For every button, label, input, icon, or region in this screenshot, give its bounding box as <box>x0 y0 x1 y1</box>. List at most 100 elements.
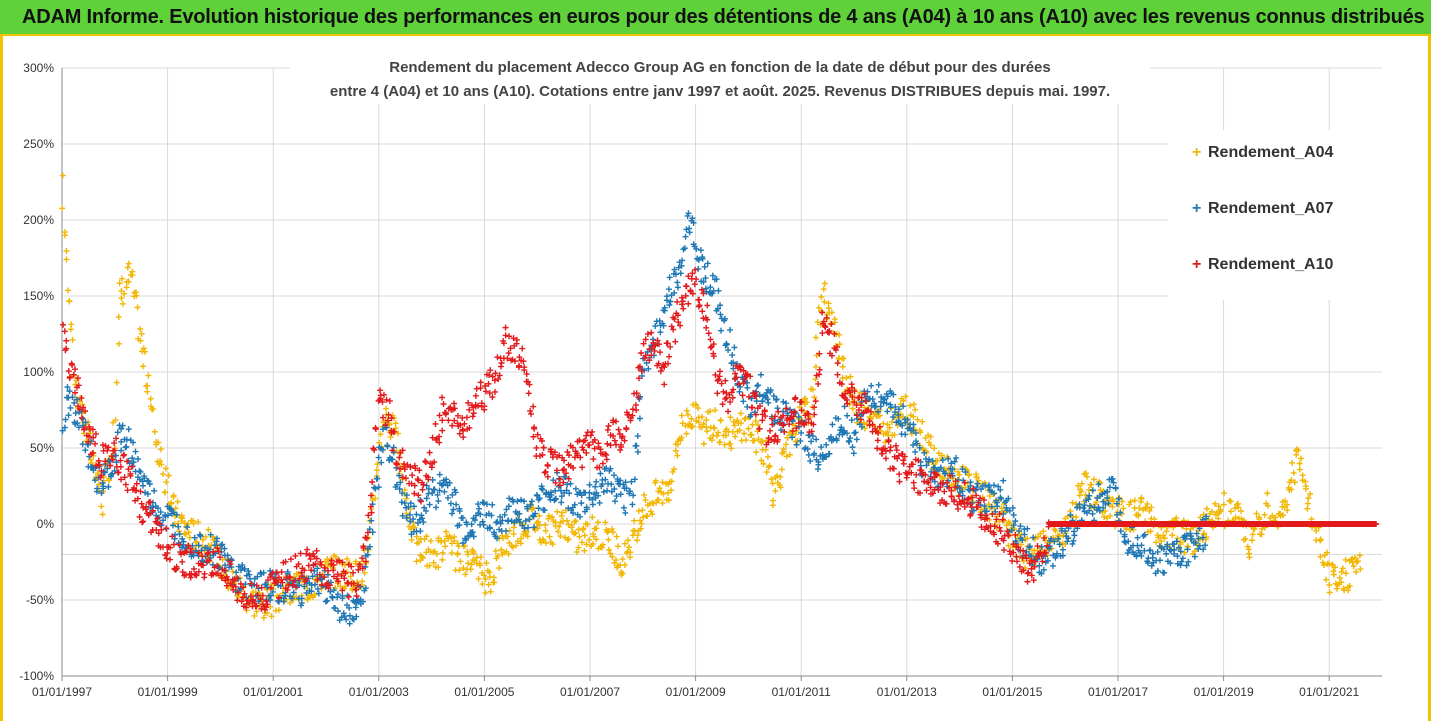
data-point-a10 <box>355 566 362 573</box>
data-point-a10 <box>465 399 472 406</box>
data-point-a10 <box>657 368 664 375</box>
data-point-a04 <box>1001 517 1008 524</box>
data-point-a10 <box>667 343 674 350</box>
data-point-a04 <box>586 536 593 543</box>
data-point-a10 <box>890 465 897 472</box>
data-point-a04 <box>605 546 612 553</box>
data-point-a04 <box>1163 528 1170 535</box>
data-point-a04 <box>411 524 418 531</box>
data-point-a07 <box>1009 504 1016 511</box>
data-point-a07 <box>312 581 319 588</box>
data-point-a07 <box>744 384 751 391</box>
data-point-a07 <box>567 480 574 487</box>
data-point-a07 <box>528 498 535 505</box>
data-point-a04 <box>728 445 735 452</box>
data-point-a04 <box>812 363 819 370</box>
data-point-a07 <box>721 315 728 322</box>
data-point-a07 <box>488 512 495 519</box>
data-point-a04 <box>1136 505 1143 512</box>
data-point-a10 <box>423 459 430 466</box>
data-point-a07 <box>165 512 172 519</box>
data-point-a04 <box>758 457 765 464</box>
data-point-a04 <box>1035 533 1042 540</box>
data-point-a07 <box>703 288 710 295</box>
data-point-a07 <box>823 453 830 460</box>
data-point-a04 <box>1330 571 1337 578</box>
data-point-a07 <box>82 419 89 426</box>
data-point-a04 <box>764 453 771 460</box>
data-point-a04 <box>1107 512 1114 519</box>
data-point-a07 <box>707 284 714 291</box>
data-point-a07 <box>499 517 506 524</box>
data-point-a04 <box>1018 541 1025 548</box>
data-point-a04 <box>736 427 743 434</box>
data-point-a04 <box>494 552 501 559</box>
data-point-a07 <box>136 468 143 475</box>
data-point-a10 <box>432 420 439 427</box>
data-point-a04 <box>759 438 766 445</box>
data-point-a10 <box>442 409 449 416</box>
data-point-a04 <box>1153 539 1160 546</box>
data-point-a10 <box>530 403 537 410</box>
data-point-a04 <box>573 549 580 556</box>
data-point-a07 <box>1171 546 1178 553</box>
data-point-a04 <box>956 471 963 478</box>
data-point-a10 <box>716 373 723 380</box>
data-point-a04 <box>589 514 596 521</box>
data-point-a04 <box>482 589 489 596</box>
data-point-a07 <box>1184 546 1191 553</box>
data-point-a07 <box>904 416 911 423</box>
data-point-a04 <box>769 502 776 509</box>
data-point-a10 <box>328 557 335 564</box>
data-point-a04 <box>631 528 638 535</box>
y-tick-label: -100% <box>19 669 54 683</box>
data-point-a07 <box>431 486 438 493</box>
data-point-a07 <box>456 508 463 515</box>
legend-item-a07: + Rendement_A07 <box>1192 200 1333 218</box>
data-point-a04 <box>755 421 762 428</box>
data-point-a07 <box>123 443 130 450</box>
data-point-a07 <box>1053 550 1060 557</box>
data-point-a07 <box>494 518 501 525</box>
data-point-a10 <box>214 545 221 552</box>
data-point-a10 <box>727 398 734 405</box>
data-point-a07 <box>71 399 78 406</box>
legend-label-a10: Rendement_A10 <box>1208 256 1334 273</box>
data-point-a07 <box>693 245 700 252</box>
data-point-a07 <box>221 545 228 552</box>
data-point-a10 <box>482 383 489 390</box>
data-point-a07 <box>704 260 711 267</box>
data-point-a10 <box>388 415 395 422</box>
data-point-a07 <box>132 448 139 455</box>
data-point-a04 <box>734 417 741 424</box>
data-point-a07 <box>1104 488 1111 495</box>
data-point-a04 <box>542 527 549 534</box>
data-point-a10 <box>460 434 467 441</box>
data-point-a07 <box>717 311 724 318</box>
data-point-a10 <box>193 572 200 579</box>
data-point-a10 <box>629 412 636 419</box>
data-point-a07 <box>366 526 373 533</box>
data-point-a10 <box>781 428 788 435</box>
data-point-a04 <box>792 431 799 438</box>
data-point-a07 <box>665 286 672 293</box>
data-point-a07 <box>667 298 674 305</box>
y-tick-label: 200% <box>23 213 54 227</box>
data-point-a10 <box>81 425 88 432</box>
data-point-a07 <box>571 501 578 508</box>
data-point-a04 <box>1244 543 1251 550</box>
data-point-a07 <box>912 448 919 455</box>
data-point-a04 <box>205 526 212 533</box>
data-point-a07 <box>98 490 105 497</box>
data-point-a07 <box>1173 538 1180 545</box>
data-point-a10 <box>654 337 661 344</box>
data-point-a07 <box>525 524 532 531</box>
data-point-a04 <box>594 519 601 526</box>
data-point-a10 <box>477 385 484 392</box>
data-point-a04 <box>572 518 579 525</box>
data-point-a10 <box>623 426 630 433</box>
data-point-a04 <box>113 379 120 386</box>
data-point-a07 <box>463 519 470 526</box>
data-point-a04 <box>487 588 494 595</box>
data-point-a07 <box>1017 523 1024 530</box>
